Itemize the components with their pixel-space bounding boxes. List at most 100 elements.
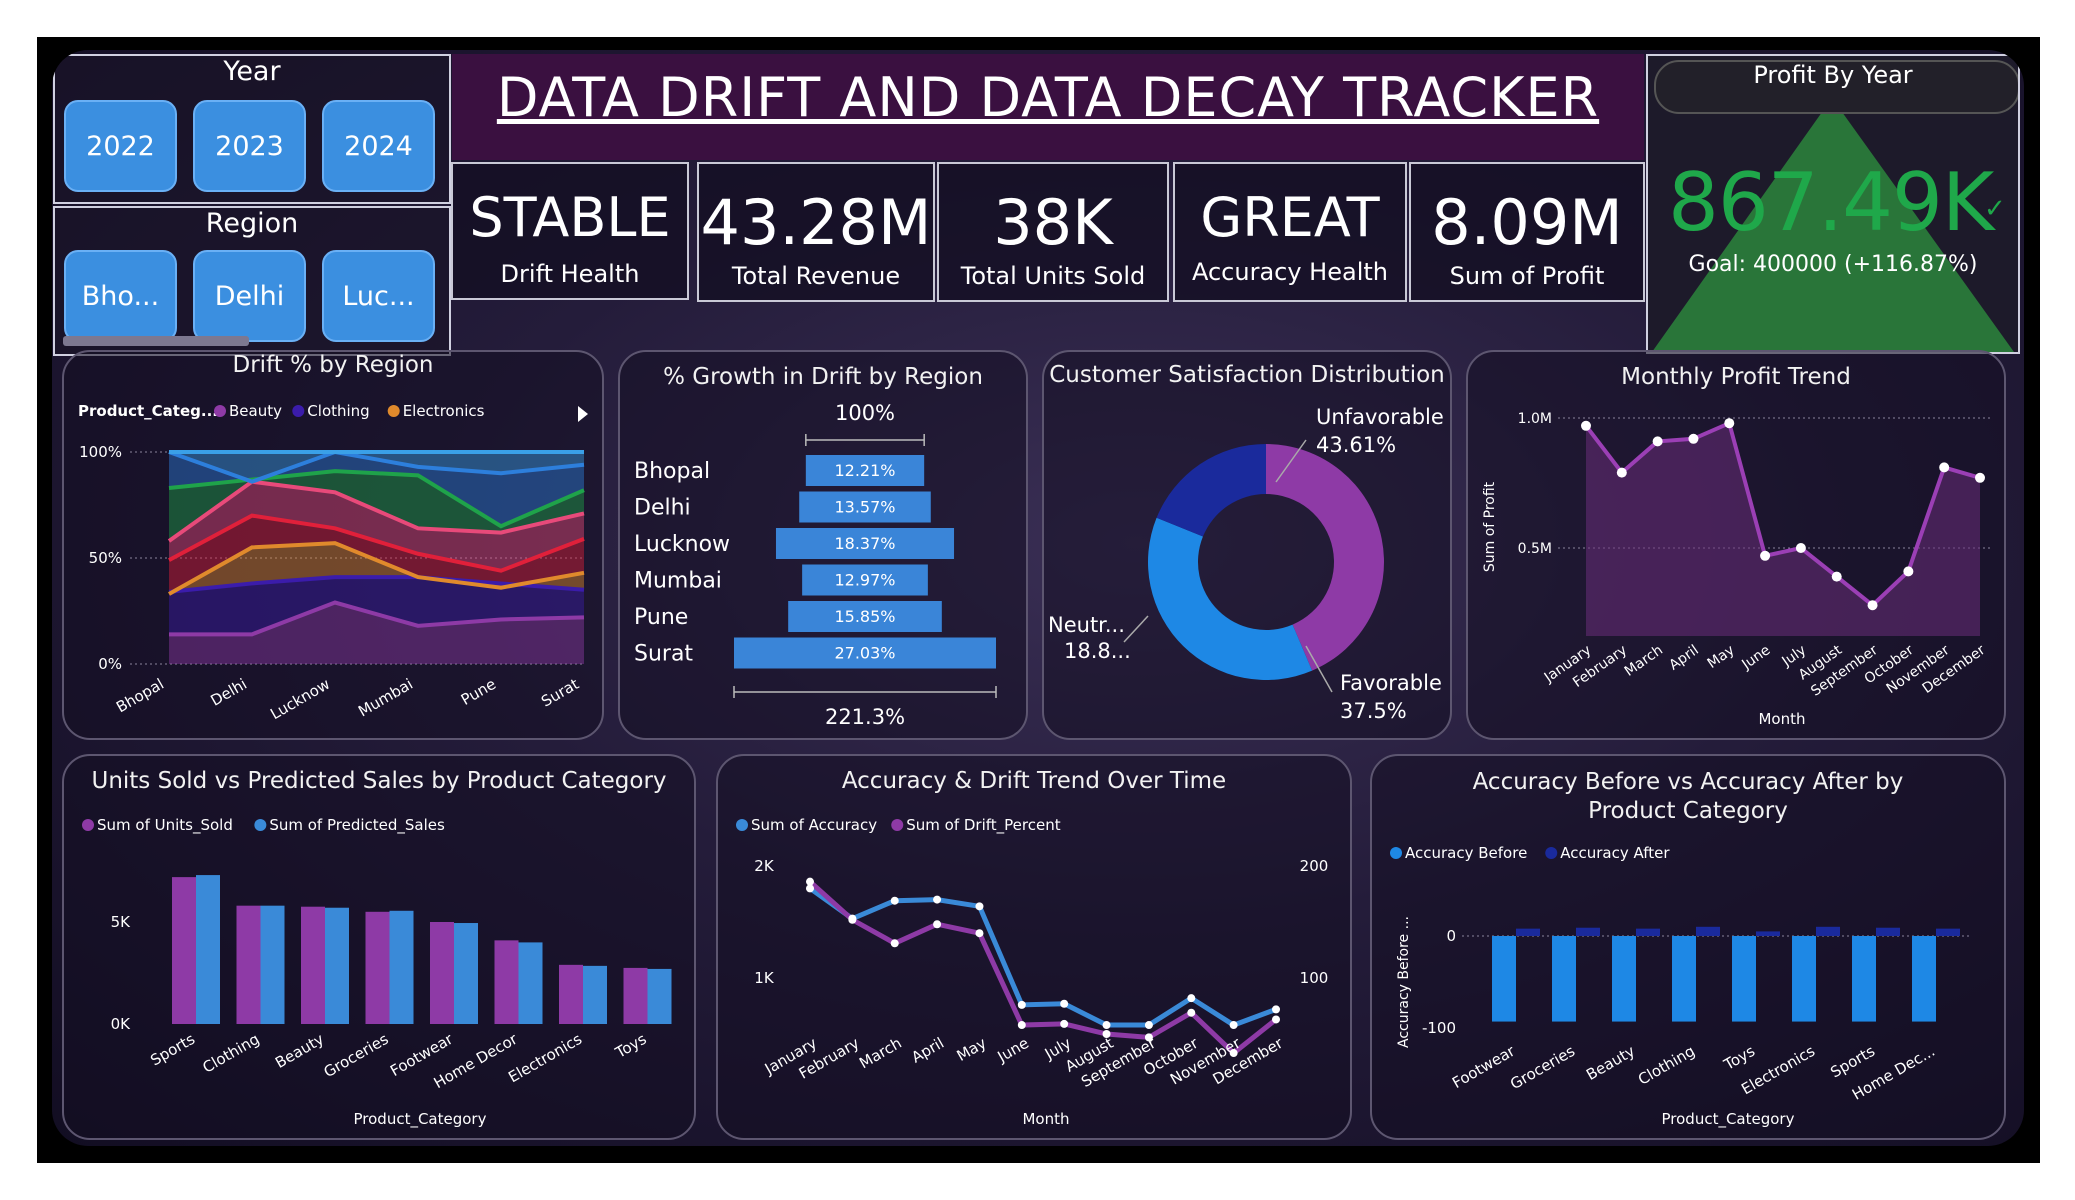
profit-point <box>1688 433 1699 444</box>
accuracy-before-bar <box>1852 936 1876 1022</box>
predicted-sales-bar <box>518 942 543 1024</box>
ba-legend-label-1: Accuracy After <box>1560 844 1670 862</box>
year-2023-button[interactable]: 2023 <box>193 100 306 192</box>
ba-legend-marker-1 <box>1545 847 1558 859</box>
units-sold-bar <box>365 911 390 1024</box>
drift-area-0 <box>169 602 584 664</box>
accuracy-point <box>806 884 814 893</box>
region-slicer: Region Bho... Delhi Luc... <box>53 206 451 356</box>
accuracy-point <box>1272 1005 1280 1014</box>
goal-triangle <box>1652 98 2014 352</box>
growth-bar-label: 18.37% <box>834 534 895 553</box>
accuracy-after-bar <box>1516 928 1540 936</box>
units-xtick: Groceries <box>321 1030 392 1081</box>
region-bhopal-button[interactable]: Bho... <box>64 250 177 342</box>
growth-bar-label: 13.57% <box>834 498 895 517</box>
monthly-profit-panel: Monthly Profit Trend 1.0M 0.5M Sum of Prof… <box>1466 350 2006 740</box>
profit-by-year-goal: Goal: 400000 (+116.87%) <box>1688 252 1978 277</box>
units-vs-predicted-panel: Units Sold vs Predicted Sales by Product… <box>62 754 696 1140</box>
year-2024-button[interactable]: 2024 <box>322 100 435 192</box>
accuracy-before-after-panel: Accuracy Before vs Accuracy After by Pro… <box>1370 754 2006 1140</box>
drift-point <box>1060 1019 1069 1028</box>
accuracy-before-bar <box>1672 936 1696 1022</box>
ba-xtick: Footwear <box>1449 1041 1519 1092</box>
units-legend-marker-1 <box>254 819 267 831</box>
drift-point <box>890 939 899 948</box>
drift-point <box>848 915 857 924</box>
accuracy-before-bar <box>1732 936 1756 1022</box>
units-ytick: 0K <box>111 1015 132 1033</box>
profit-point <box>1975 472 1985 483</box>
kpi-total-units-label: Total Units Sold <box>960 262 1146 290</box>
units-xtick: Sports <box>147 1030 198 1070</box>
donut-leader-line <box>1305 645 1333 693</box>
growth-row-label: Surat <box>634 642 693 667</box>
drift-point <box>1229 1049 1238 1058</box>
ba-xtick: Beauty <box>1583 1042 1638 1084</box>
kpi-sum-profit: 8.09M Sum of Profit <box>1409 162 1645 302</box>
drift-point <box>1102 1030 1111 1038</box>
growth-top-label: 100% <box>835 401 895 425</box>
profit-point <box>1760 550 1771 561</box>
accuracy-point <box>1060 999 1069 1008</box>
growth-bar-label: 15.85% <box>834 607 895 626</box>
drift-ytick: 100% <box>79 443 122 461</box>
profit-xtick: April <box>1666 642 1701 673</box>
accuracy-point <box>933 895 942 904</box>
profit-by-year-header <box>1654 60 2018 114</box>
profit-by-year-title: Profit By Year <box>1753 61 1913 89</box>
region-lucknow-button[interactable]: Luc... <box>322 250 435 342</box>
region-slicer-scrollbar[interactable] <box>63 336 249 346</box>
profit-point <box>1867 600 1878 611</box>
predicted-sales-bar <box>389 910 414 1024</box>
drift-ytick: 0% <box>98 655 122 673</box>
kpi-drift-health: STABLE Drift Health <box>451 162 689 300</box>
units-sold-bar <box>559 964 583 1024</box>
profit-point <box>1795 543 1806 553</box>
drift-line-0 <box>169 600 585 637</box>
donut-slice-neutral <box>1156 444 1266 537</box>
donut-leader-line <box>1275 439 1307 483</box>
growth-row-label: Bhopal <box>634 459 710 484</box>
growth-bottom-label: 221.3% <box>825 705 905 729</box>
profit-area <box>1586 423 1980 636</box>
drift-point <box>1144 1033 1153 1042</box>
kpi-total-revenue: 43.28M Total Revenue <box>697 162 935 302</box>
acc-xlabel: Month <box>1022 1110 1069 1128</box>
accuracy-after-bar <box>1696 926 1720 936</box>
drift-point <box>975 929 984 938</box>
kpi-total-revenue-label: Total Revenue <box>731 262 901 290</box>
kpi-total-units-value: 38K <box>993 186 1113 259</box>
units-legend-marker-0 <box>82 819 94 831</box>
region-delhi-button[interactable]: Delhi <box>193 250 306 342</box>
drift-xtick: Bhopal <box>113 675 167 717</box>
drift-line-4 <box>167 479 585 543</box>
acc-legend-marker-0 <box>736 819 748 831</box>
kpi-sum-profit-label: Sum of Profit <box>1449 262 1605 290</box>
acc-right-ytick: 200 <box>1300 857 1329 875</box>
units-ytick: 5K <box>111 913 132 931</box>
year-2022-button[interactable]: 2022 <box>64 100 177 192</box>
predicted-sales-bar <box>583 965 607 1024</box>
units-xlabel: Product_Category <box>354 1110 487 1129</box>
year-slicer-label: Year <box>223 56 281 87</box>
units-legend-label-0: Sum of Units_Sold <box>97 816 233 835</box>
growth-drift-panel: % Growth in Drift by Region 100% Bhopal 12… <box>618 350 1028 740</box>
acc-legend-label-0: Sum of Accuracy <box>751 816 877 834</box>
acc-xtick: May <box>954 1034 990 1065</box>
units-xtick: Toys <box>612 1030 650 1062</box>
accuracy-point <box>1102 1021 1111 1030</box>
drift-legend-marker-0 <box>214 405 226 417</box>
profit-point <box>1652 436 1663 447</box>
acc-right-ytick: 100 <box>1300 969 1329 987</box>
kpi-total-revenue-value: 43.28M <box>700 186 932 259</box>
profit-xtick: May <box>1705 642 1738 672</box>
drift-legend-label-2: Electronics <box>403 402 485 420</box>
kpi-drift-health-label: Drift Health <box>500 260 640 288</box>
units-sold-bar <box>172 877 196 1024</box>
donut-label-pct: 43.61% <box>1316 433 1396 457</box>
growth-bar <box>805 455 925 486</box>
drift-by-region-chart: Product_Categ... Beauty Clothing Electronic… <box>78 402 588 723</box>
growth-row-label: Delhi <box>634 496 691 521</box>
profit-point <box>1724 418 1735 429</box>
